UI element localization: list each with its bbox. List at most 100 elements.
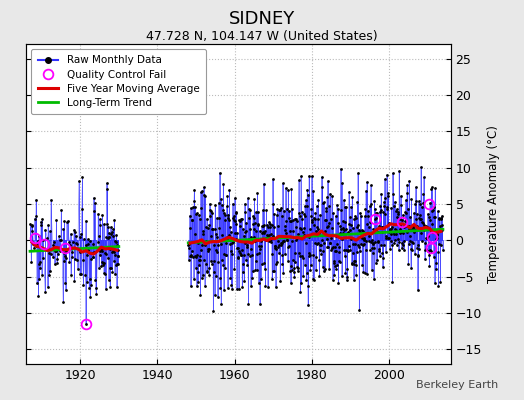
Point: [407, 246, 415, 252]
Point: [113, 253, 122, 259]
Point: [341, 218, 350, 225]
Point: [45, 250, 53, 256]
Point: [253, 251, 261, 258]
Point: [191, 253, 199, 259]
Point: [305, 173, 313, 179]
Point: [363, 179, 371, 185]
Point: [351, 241, 359, 248]
Point: [72, 240, 80, 246]
Point: [326, 191, 334, 197]
Point: [363, 221, 372, 227]
Point: [241, 229, 249, 235]
Point: [245, 226, 254, 232]
Point: [373, 257, 381, 263]
Point: [187, 283, 195, 290]
Point: [196, 292, 205, 298]
Point: [347, 236, 355, 242]
Point: [35, 232, 43, 239]
Point: [49, 246, 58, 253]
Point: [320, 228, 329, 234]
Point: [424, 214, 433, 220]
Point: [106, 224, 115, 230]
Point: [375, 223, 384, 230]
Point: [435, 225, 444, 232]
Point: [337, 206, 345, 213]
Point: [214, 238, 223, 244]
Point: [252, 258, 260, 264]
Point: [204, 248, 212, 255]
Point: [400, 224, 409, 230]
Point: [340, 197, 348, 204]
Point: [61, 287, 70, 293]
Point: [390, 203, 399, 209]
Point: [280, 233, 289, 240]
Point: [301, 213, 310, 219]
Point: [53, 259, 61, 266]
Point: [401, 197, 410, 203]
Point: [345, 227, 354, 233]
Point: [255, 242, 264, 249]
Point: [394, 236, 402, 242]
Point: [108, 269, 116, 275]
Point: [281, 226, 289, 233]
Point: [305, 226, 314, 232]
Point: [424, 248, 432, 254]
Point: [300, 225, 308, 231]
Point: [51, 261, 59, 268]
Point: [355, 248, 364, 254]
Point: [319, 199, 327, 206]
Point: [91, 277, 100, 284]
Point: [408, 226, 416, 233]
Point: [370, 244, 378, 251]
Point: [412, 184, 420, 190]
Point: [113, 284, 121, 290]
Point: [191, 230, 199, 237]
Point: [201, 193, 210, 199]
Point: [208, 210, 216, 216]
Point: [196, 253, 204, 260]
Point: [195, 212, 203, 218]
Point: [105, 234, 114, 240]
Point: [189, 254, 197, 260]
Point: [418, 219, 426, 225]
Point: [340, 227, 348, 234]
Point: [381, 210, 389, 217]
Point: [91, 200, 99, 206]
Point: [237, 252, 246, 258]
Point: [273, 206, 281, 212]
Point: [405, 241, 413, 247]
Point: [83, 252, 92, 258]
Point: [104, 235, 112, 241]
Point: [28, 228, 36, 234]
Point: [225, 217, 233, 224]
Point: [268, 268, 277, 275]
Point: [61, 253, 70, 259]
Point: [363, 271, 371, 277]
Point: [432, 260, 440, 266]
Point: [239, 261, 247, 267]
Point: [269, 233, 277, 239]
Point: [216, 275, 224, 281]
Point: [368, 250, 377, 256]
Point: [288, 206, 297, 212]
Point: [49, 254, 57, 260]
Point: [397, 193, 405, 199]
Point: [421, 247, 429, 253]
Point: [346, 247, 355, 254]
Point: [433, 231, 441, 237]
Point: [213, 215, 221, 221]
Point: [217, 241, 225, 248]
Point: [303, 192, 312, 198]
Point: [265, 238, 274, 244]
Point: [83, 247, 92, 254]
Point: [416, 215, 424, 222]
Point: [403, 223, 412, 229]
Point: [195, 216, 204, 223]
Point: [276, 232, 284, 239]
Point: [291, 258, 300, 265]
Point: [359, 269, 367, 275]
Point: [197, 205, 205, 212]
Point: [55, 246, 63, 252]
Point: [322, 208, 330, 214]
Point: [333, 202, 341, 208]
